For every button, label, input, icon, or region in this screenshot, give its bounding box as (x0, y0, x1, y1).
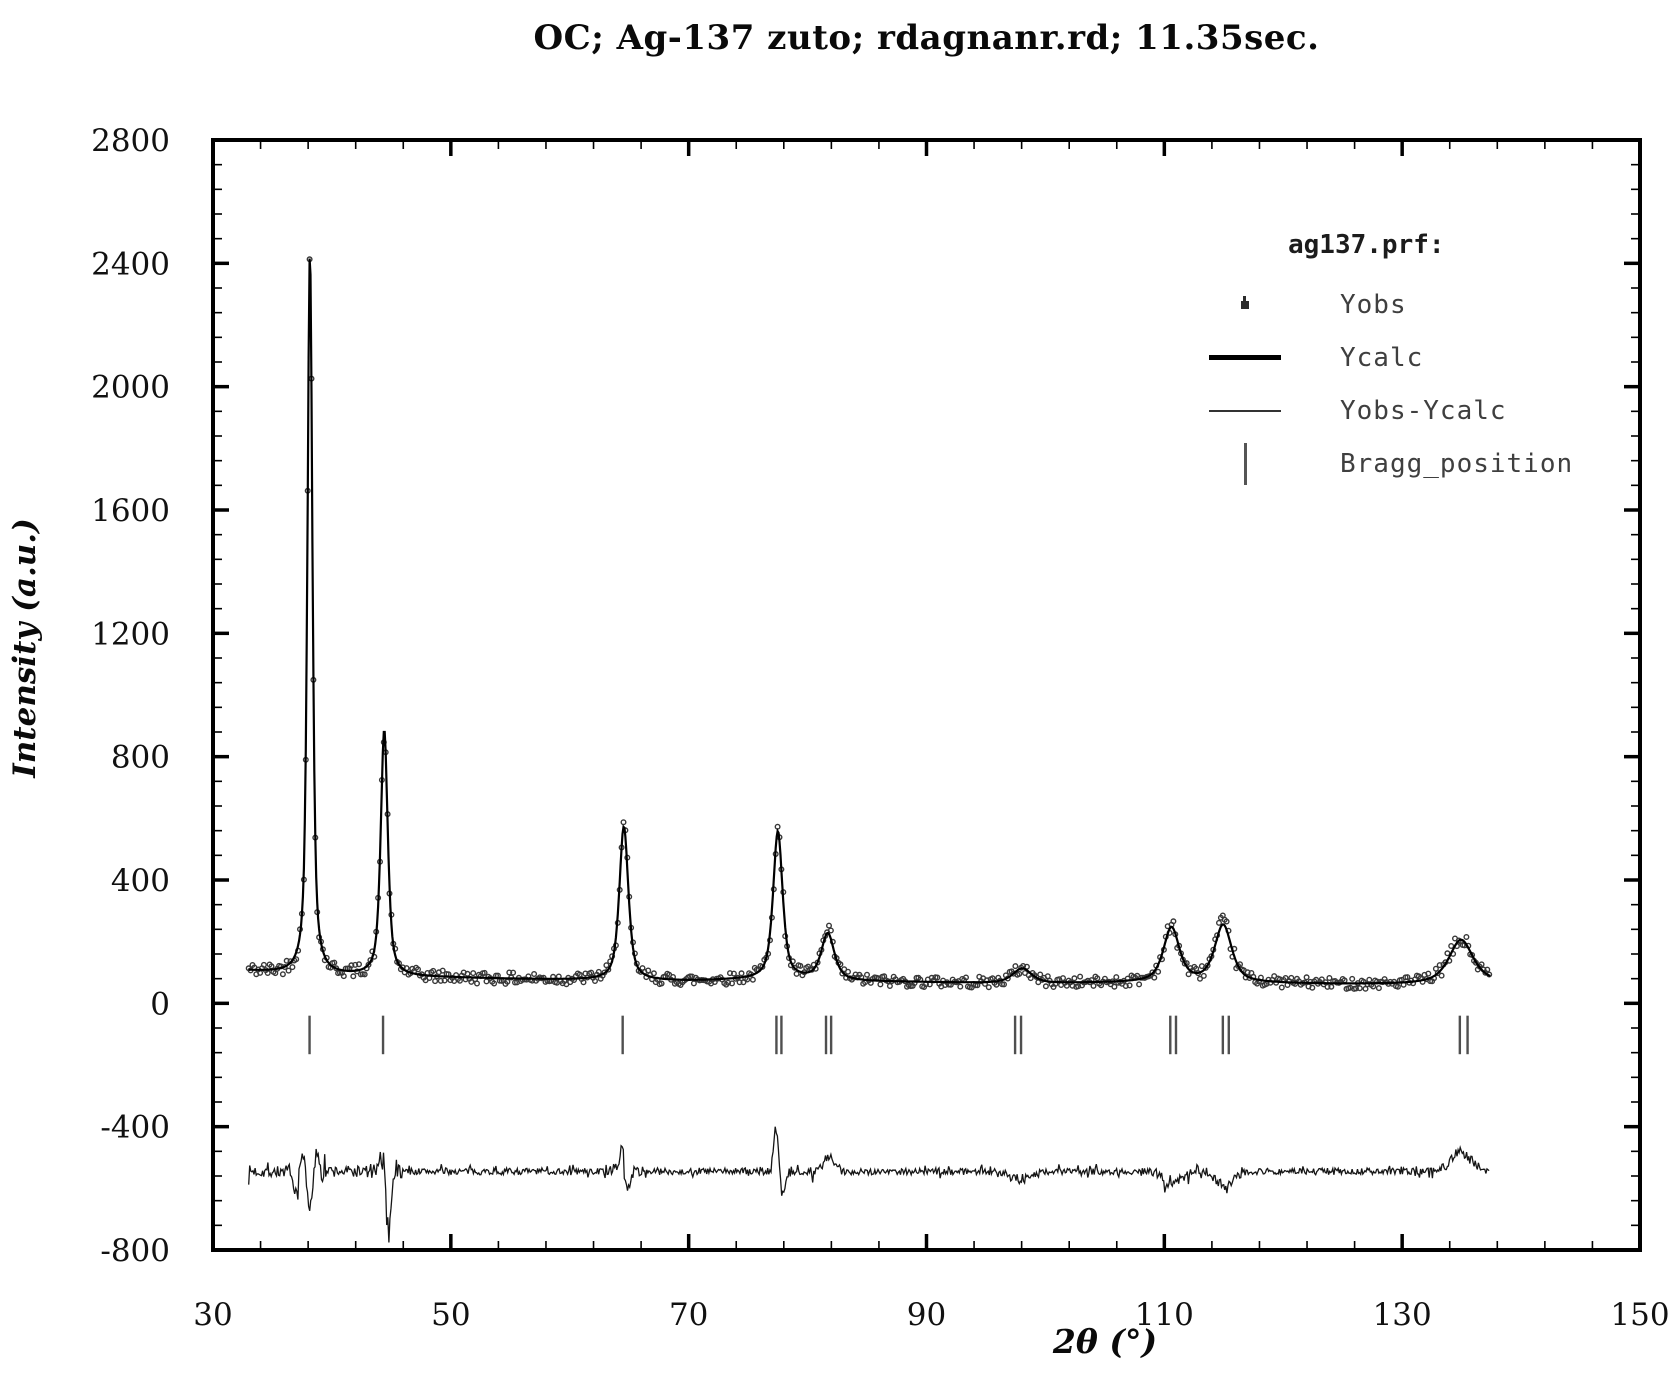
x-tick-labels: 30 50 70 90 110 130 150 (193, 1297, 1669, 1333)
legend-title: ag137.prf: (1288, 230, 1445, 260)
svg-text:800: 800 (111, 740, 170, 776)
legend-label-yobs: Yobs (1340, 289, 1407, 320)
legend-item-bragg: Bragg_position (1150, 437, 1640, 490)
svg-text:1600: 1600 (91, 493, 170, 529)
y-tick-labels: 2800 2400 2000 1600 1200 800 400 0 -400 -800 (91, 123, 170, 1269)
difference-line-marker-icon (1209, 409, 1281, 412)
svg-text:0: 0 (150, 986, 170, 1022)
svg-text:2800: 2800 (91, 123, 170, 159)
legend-item-ycalc: Ycalc (1150, 331, 1640, 384)
chart-title: OC; Ag-137 zuto; rdagnanr.rd; 11.35sec. (533, 18, 1320, 58)
svg-text:400: 400 (111, 863, 170, 899)
legend: ag137.prf: Yobs Ycalc Yobs-Ycalc Bragg_p… (1150, 230, 1640, 490)
svg-text:-400: -400 (100, 1110, 170, 1146)
yobs-dot-marker-icon (1241, 295, 1249, 309)
svg-text:150: 150 (1610, 1297, 1669, 1333)
ycalc-series (248, 258, 1491, 985)
svg-text:110: 110 (1135, 1297, 1194, 1333)
legend-label-ycalc: Ycalc (1340, 342, 1424, 373)
svg-text:90: 90 (907, 1297, 946, 1333)
svg-text:-800: -800 (100, 1233, 170, 1269)
legend-label-bragg: Bragg_position (1340, 448, 1574, 479)
difference-series (248, 1126, 1490, 1243)
legend-label-difference: Yobs-Ycalc (1340, 395, 1507, 426)
svg-text:2400: 2400 (91, 246, 170, 282)
svg-text:2000: 2000 (91, 370, 170, 406)
svg-text:30: 30 (193, 1297, 232, 1333)
svg-text:70: 70 (669, 1297, 708, 1333)
legend-item-difference: Yobs-Ycalc (1150, 384, 1640, 437)
svg-text:50: 50 (431, 1297, 470, 1333)
svg-text:130: 130 (1373, 1297, 1432, 1333)
ycalc-line-marker-icon (1209, 355, 1281, 360)
axis-ticks (211, 138, 1642, 1252)
legend-item-yobs: Yobs (1150, 278, 1640, 331)
bragg-position-ticks (308, 1015, 1469, 1055)
bragg-position-marker-icon (1243, 442, 1247, 485)
x-axis-title: 2θ (°) (1052, 1322, 1158, 1361)
svg-text:1200: 1200 (91, 616, 170, 652)
